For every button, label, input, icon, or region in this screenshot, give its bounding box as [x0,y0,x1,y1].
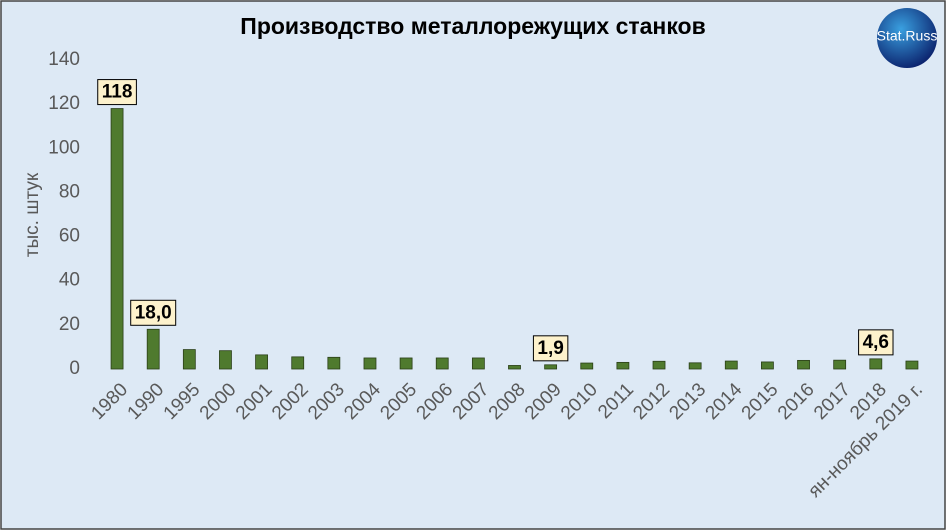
value-label-box [532,335,569,362]
y-tick-label: 20 [59,314,80,335]
bar [508,365,521,370]
y-tick-label: 140 [48,49,80,70]
y-tick-label: 80 [59,181,80,202]
bar [544,364,558,370]
bar [110,108,124,370]
bar [219,350,232,370]
value-label: 1,9 [537,338,563,359]
logo-circle [877,8,937,68]
logo-text: Stat.Russ [877,28,938,44]
bar [616,361,630,370]
bar [833,359,847,370]
bar [471,357,485,370]
bar [435,357,449,370]
bar [869,358,883,370]
y-tick-label: 60 [59,226,80,247]
y-tick-label: 120 [48,93,80,114]
value-label: 4,6 [863,332,889,353]
y-axis-label: тыс. штук [22,172,43,257]
value-label-box [130,299,177,326]
y-tick-label: 0 [69,358,80,379]
bar [761,361,774,370]
bar [255,354,268,370]
bar [724,360,738,370]
bar [399,357,413,370]
bar [363,357,377,370]
bar [652,360,666,370]
value-label-box [858,329,894,356]
bar [291,356,305,370]
y-tick-label: 40 [59,270,80,291]
bar [146,328,160,370]
y-tick-label: 100 [48,137,80,158]
chart-title: Производство металлорежущих станков [240,13,705,39]
bar [688,362,702,370]
bar [797,359,810,370]
value-label-box [97,79,137,106]
bar [580,362,594,370]
value-label: 18,0 [135,302,172,323]
bar [327,356,341,370]
value-label: 118 [102,82,133,103]
bar [905,360,919,370]
bar [182,349,196,370]
